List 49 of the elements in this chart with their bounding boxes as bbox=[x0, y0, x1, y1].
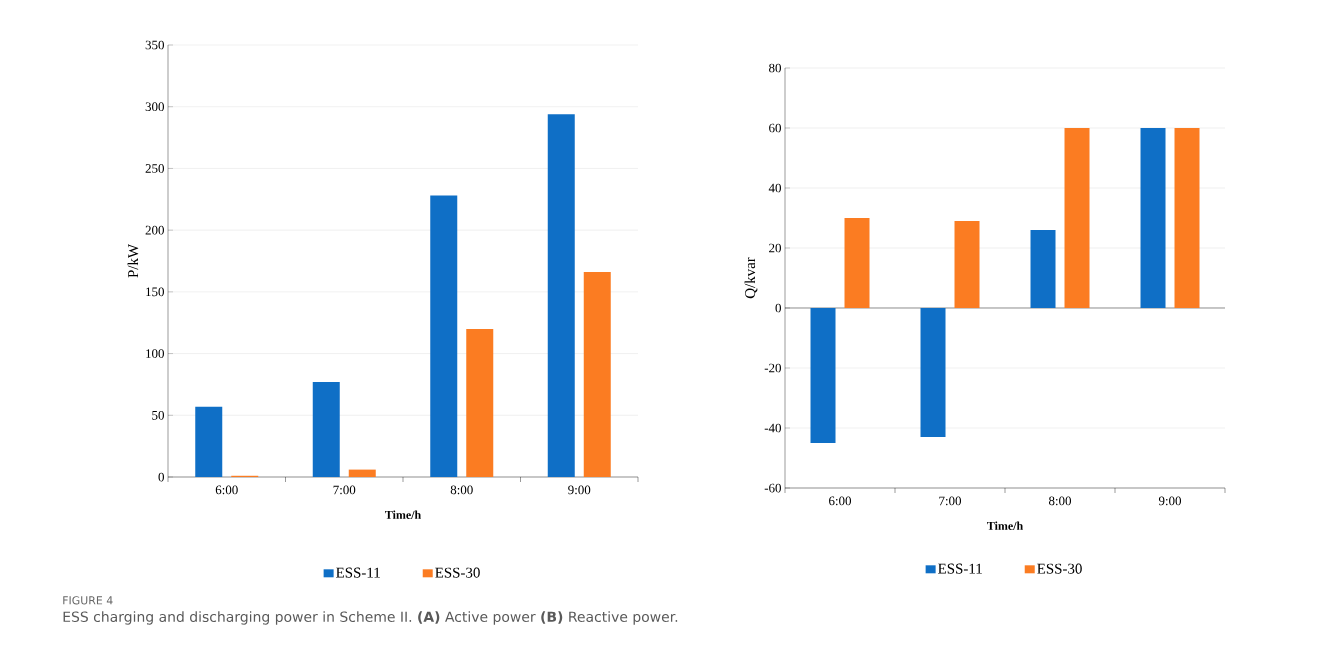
bar bbox=[583, 272, 611, 478]
y-tick-label: 100 bbox=[146, 349, 164, 358]
y-tick-label: 0 bbox=[158, 472, 164, 482]
y-tick-label: 50 bbox=[152, 410, 164, 420]
bar bbox=[195, 406, 223, 478]
caption: FIGURE 4 bbox=[63, 596, 113, 605]
y-tick-label: 250 bbox=[145, 164, 164, 173]
x-tick-label: 7:00 bbox=[333, 485, 356, 495]
legend-label: ESS-11 bbox=[938, 563, 982, 574]
bar bbox=[1174, 127, 1200, 308]
y-axis-title: Q/kvar bbox=[744, 257, 758, 299]
y-tick-label: -20 bbox=[764, 363, 781, 373]
y-tick-label: 0 bbox=[775, 303, 781, 313]
legend-label: ESS-11 bbox=[336, 567, 380, 578]
y-tick-label: 150 bbox=[146, 287, 164, 297]
y-tick-label: -40 bbox=[764, 423, 781, 433]
x-tick-label: 8:00 bbox=[450, 485, 473, 495]
bar bbox=[920, 308, 946, 437]
y-tick-label: 200 bbox=[145, 225, 164, 235]
y-tick-label: -60 bbox=[764, 483, 781, 493]
bar bbox=[1030, 230, 1056, 308]
y-tick-label: 300 bbox=[145, 102, 164, 112]
bar bbox=[844, 218, 870, 308]
x-tick-label: 6:00 bbox=[829, 496, 852, 506]
bar bbox=[1140, 127, 1166, 308]
legend-label: ESS-30 bbox=[435, 567, 480, 578]
x-tick-label: 6:00 bbox=[215, 485, 238, 495]
bar bbox=[954, 221, 980, 308]
y-tick-label: 60 bbox=[769, 123, 781, 133]
x-axis-title: Time/h bbox=[385, 510, 421, 519]
x-axis-title: Time/h bbox=[987, 521, 1023, 530]
text: ESS charging and discharging power in Scheme II. (A) Active power (B) Reactive power. bbox=[63, 611, 678, 625]
bar bbox=[1064, 127, 1090, 308]
x-tick-label: 7:00 bbox=[939, 496, 962, 506]
x-tick-label: 9:00 bbox=[568, 485, 591, 495]
legend-label: ESS-30 bbox=[1037, 563, 1082, 574]
bar bbox=[430, 195, 458, 478]
y-tick-label: 40 bbox=[768, 183, 781, 193]
y-tick-label: 350 bbox=[145, 40, 164, 50]
x-tick-label: 9:00 bbox=[1158, 496, 1182, 506]
bar bbox=[466, 328, 494, 478]
bar bbox=[547, 114, 575, 478]
y-axis-title: P/kW bbox=[127, 244, 139, 278]
y-tick-label: 20 bbox=[769, 243, 781, 253]
bar bbox=[810, 308, 836, 443]
x-tick-label: 8:00 bbox=[1049, 496, 1072, 506]
y-tick-label: 80 bbox=[769, 63, 781, 73]
bar bbox=[312, 381, 340, 478]
bar bbox=[348, 469, 376, 478]
